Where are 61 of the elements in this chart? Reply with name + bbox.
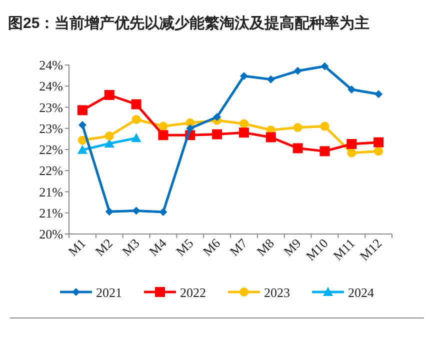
y-tick-label: 20% bbox=[39, 226, 64, 242]
point bbox=[346, 139, 357, 150]
x-tick-label: M10 bbox=[302, 236, 331, 264]
x-tick-label: M12 bbox=[356, 236, 385, 264]
x-tick-label: M7 bbox=[226, 235, 250, 259]
point bbox=[347, 148, 356, 158]
point bbox=[132, 206, 140, 215]
point bbox=[293, 123, 302, 132]
x-tick-label: M3 bbox=[119, 236, 142, 259]
point bbox=[158, 130, 168, 140]
point bbox=[104, 138, 114, 148]
point bbox=[77, 144, 88, 154]
point bbox=[239, 119, 248, 128]
point bbox=[374, 137, 384, 148]
y-tick-label: 23% bbox=[39, 120, 64, 136]
point bbox=[131, 133, 142, 142]
y-tick-label: 22% bbox=[39, 163, 64, 178]
x-tick-label: M9 bbox=[280, 236, 304, 259]
legend-label: 2023 bbox=[264, 285, 290, 300]
y-tick-label: 21% bbox=[39, 184, 64, 200]
point bbox=[212, 129, 222, 140]
point bbox=[77, 105, 88, 116]
point bbox=[320, 122, 330, 131]
point bbox=[78, 136, 87, 145]
x-tick-label: M4 bbox=[146, 235, 170, 259]
x-tick-label: M2 bbox=[92, 236, 116, 259]
point bbox=[186, 124, 194, 132]
legend-label: 2024 bbox=[348, 285, 374, 300]
point bbox=[213, 112, 222, 121]
point bbox=[78, 120, 86, 129]
y-tick-label: 24% bbox=[39, 78, 64, 94]
x-tick-label: M8 bbox=[254, 236, 277, 259]
point bbox=[292, 143, 303, 154]
point bbox=[266, 132, 276, 142]
point bbox=[348, 86, 356, 94]
y-tick-label: 24% bbox=[39, 58, 64, 72]
point bbox=[294, 66, 302, 75]
point bbox=[238, 128, 249, 138]
point bbox=[132, 115, 141, 124]
point bbox=[320, 146, 330, 156]
point bbox=[240, 72, 248, 80]
point bbox=[131, 99, 142, 110]
point bbox=[104, 131, 114, 140]
point bbox=[320, 62, 329, 70]
point bbox=[158, 122, 168, 131]
x-tick-label: M1 bbox=[65, 236, 89, 259]
point bbox=[104, 90, 114, 100]
x-tick-label: M11 bbox=[330, 236, 358, 264]
point bbox=[159, 208, 168, 216]
y-tick-label: 21% bbox=[39, 205, 64, 220]
point bbox=[374, 146, 384, 156]
x-tick-label: M5 bbox=[172, 236, 196, 259]
x-tick-label: M6 bbox=[200, 235, 224, 259]
point bbox=[105, 208, 114, 216]
legend-label: 2022 bbox=[180, 285, 206, 300]
legend-label: 2021 bbox=[96, 285, 122, 300]
y-tick-label: 22% bbox=[39, 142, 64, 157]
chart-title: 图25：当前增产优先以减少能繁淘汰及提高配种率为主 bbox=[8, 14, 370, 32]
y-tick-label: 23% bbox=[39, 100, 64, 115]
point bbox=[374, 90, 383, 98]
point bbox=[266, 75, 275, 84]
